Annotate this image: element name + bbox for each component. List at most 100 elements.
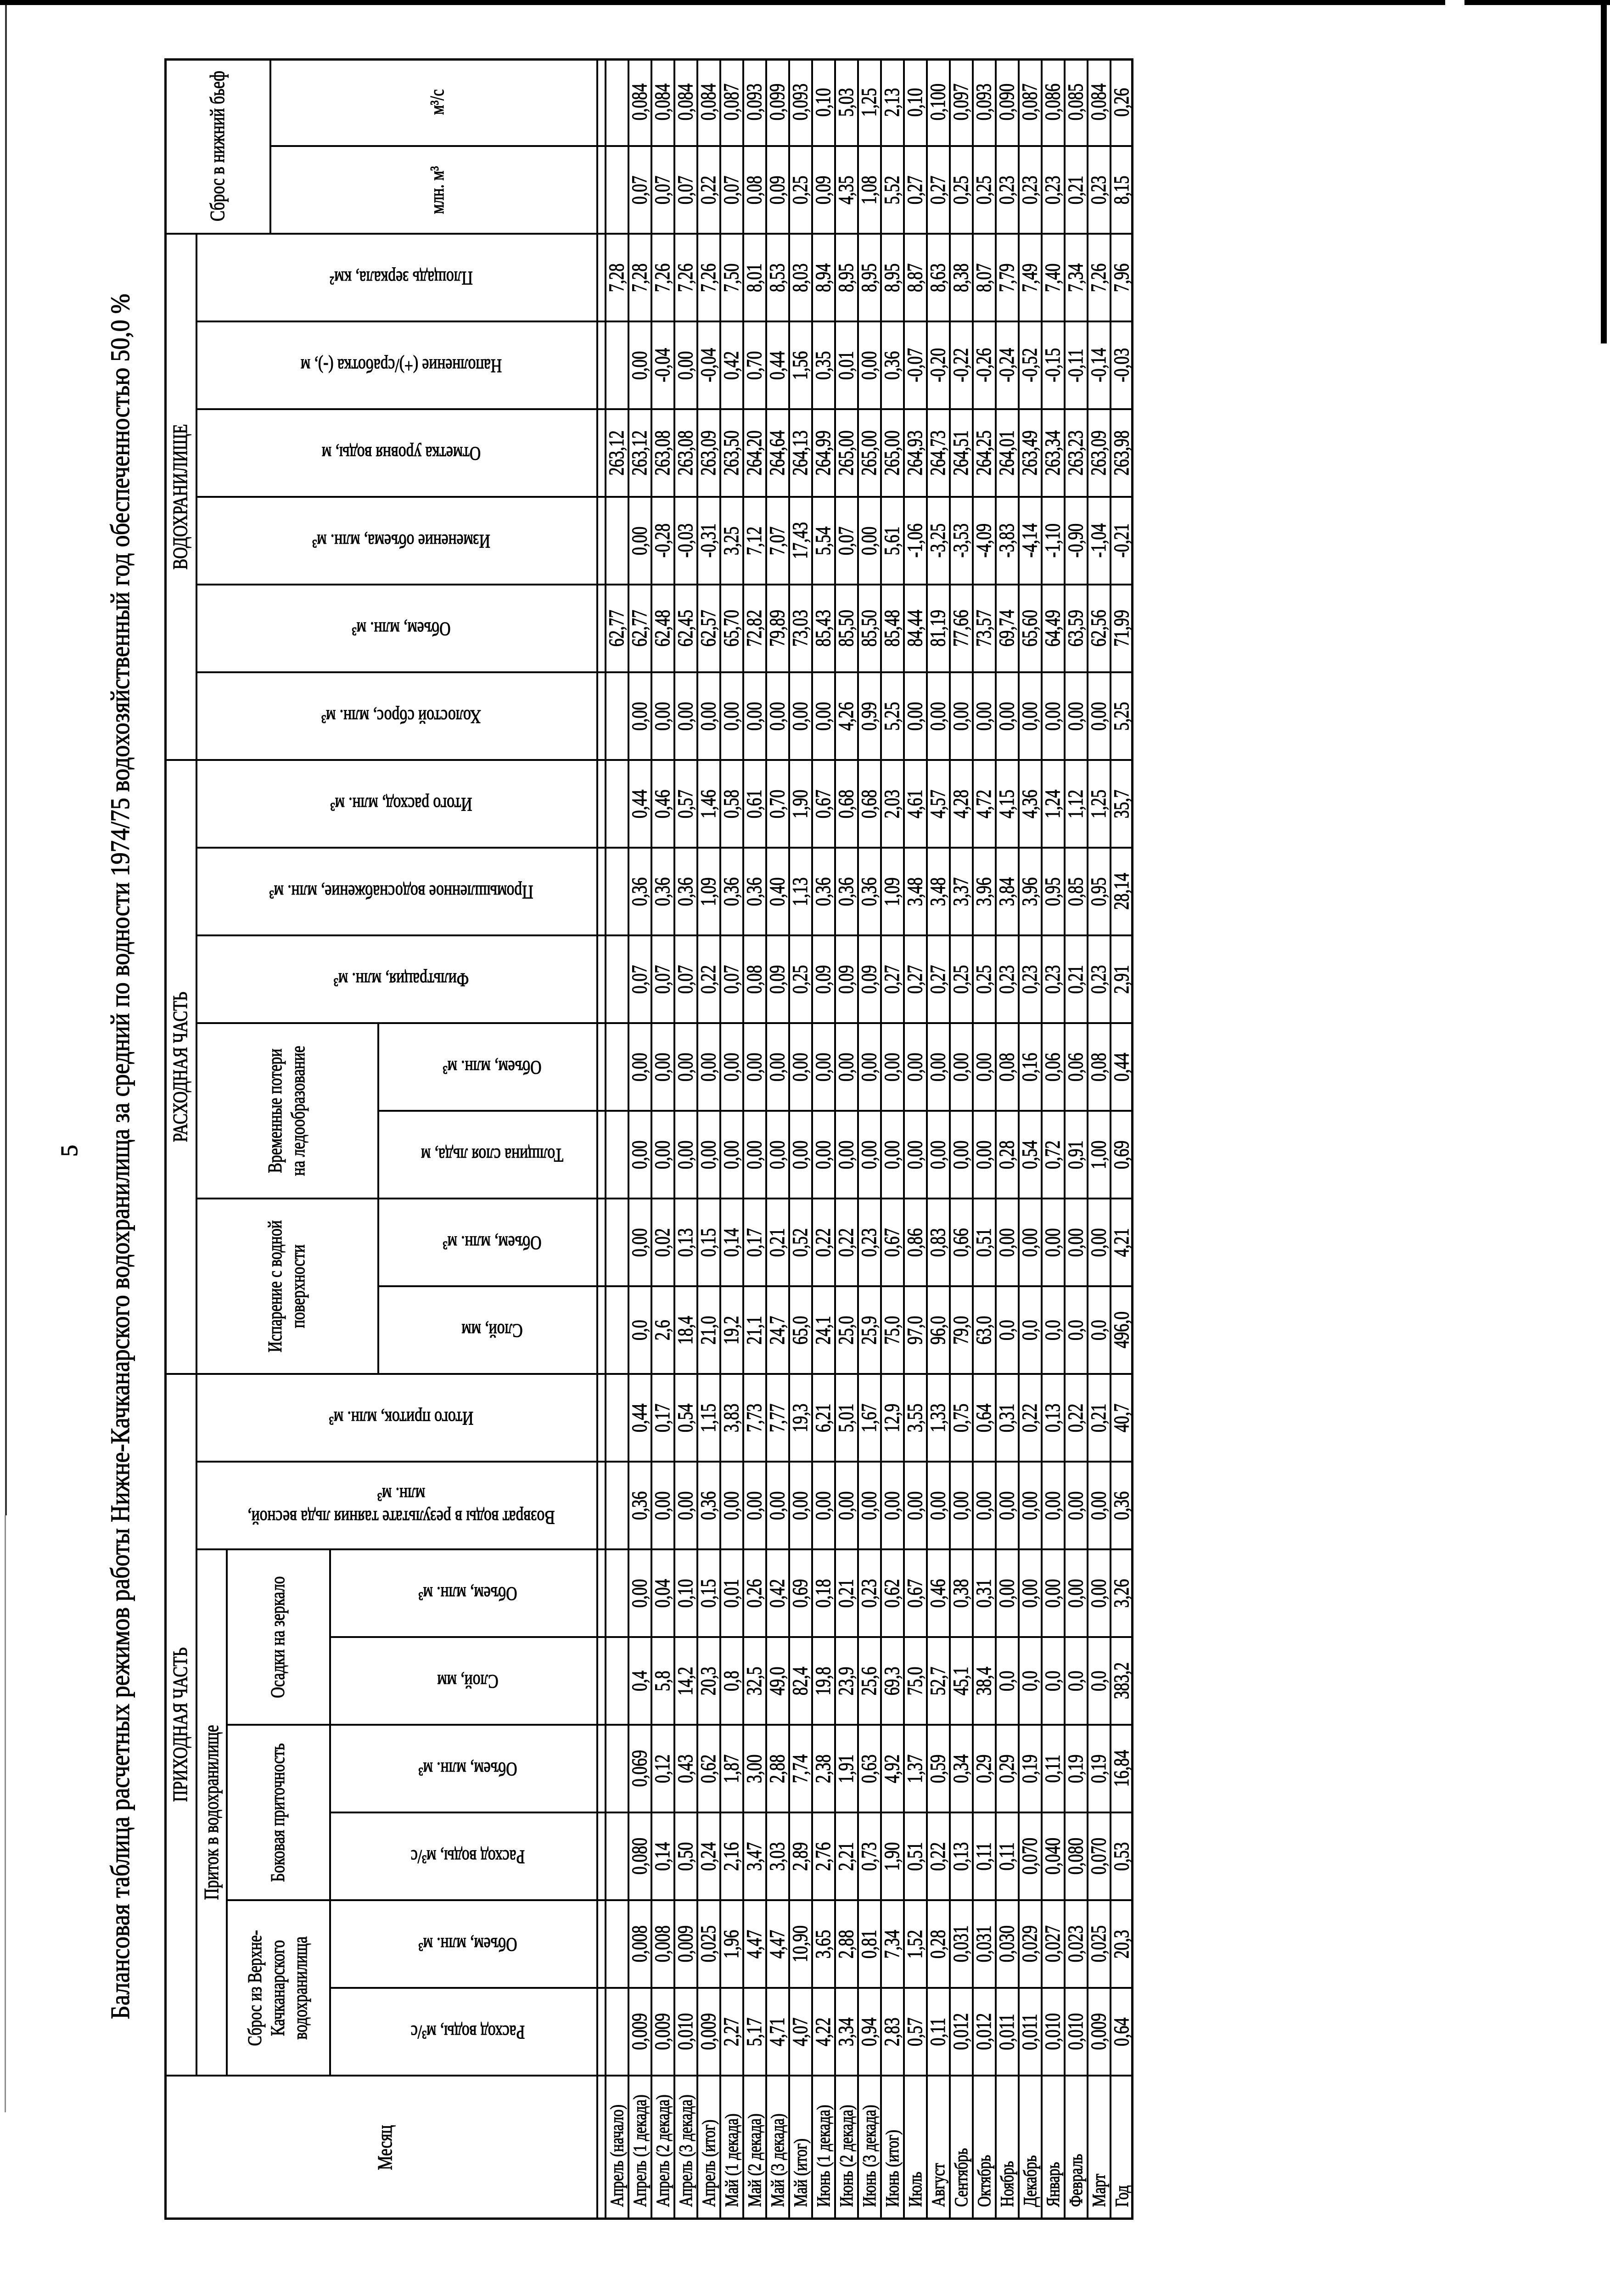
data-cell-text: 0,51 [972,1228,996,1257]
data-cell-text: 0,36 [651,877,675,906]
data-cell-text: 0,00 [765,1052,790,1081]
data-cell: 0,00 [995,1549,1019,1637]
data-cell: 1,52 [903,1900,927,1988]
data-cell: 0,09 [857,935,881,1023]
data-cell-text: 0,08 [742,965,767,994]
data-cell-text: 3,26 [1110,1579,1134,1608]
data-cell-text: 45,1 [949,1666,973,1695]
data-cell: 19,2 [719,1286,744,1374]
data-cell-text: 0,00 [673,351,698,380]
data-cell: 0,44 [765,321,790,409]
data-cell-text: 1,56 [788,351,813,380]
data-cell-text: 0,16 [1018,1052,1042,1081]
month-cell: Июнь (2 декада) [835,2076,858,2220]
data-cell: 0,00 [834,1462,858,1549]
data-cell: 0,00 [811,1462,836,1549]
header-volume-change: Изменение объема, млн. м³ [196,497,606,585]
data-cell-text: 0,91 [1064,1140,1088,1169]
data-cell-text: 0,00 [1064,1491,1088,1520]
data-cell-text: 0,15 [696,1228,721,1257]
data-cell: 0,0 [628,1286,652,1374]
data-cell: 0,0 [1064,1286,1088,1374]
data-cell: 0,22 [1018,1374,1042,1462]
month-cell-text: Июнь (1 декада) [813,2105,834,2207]
data-cell-text: 12,9 [880,1403,904,1432]
month-cell-text: Октябрь [974,2155,995,2207]
data-cell-text: 40,7 [1110,1403,1134,1432]
data-cell: 5,01 [834,1374,858,1462]
data-cell-text: 0,11 [972,1842,996,1871]
data-cell-text: 0,00 [719,1052,744,1081]
data-cell: 0,087 [1018,58,1042,146]
data-cell-text: 0,72 [1041,1140,1065,1169]
data-cell [606,848,628,935]
data-cell-text: 0,27 [926,965,950,994]
data-cell: 0,17 [742,1199,767,1286]
data-cell: 0,44 [628,1374,652,1462]
data-cell: 0,08 [742,935,767,1023]
data-cell-text: 0,0 [1041,1320,1065,1341]
data-cell: 0,00 [719,1462,744,1549]
data-cell-text: 75,0 [903,1666,927,1695]
data-cell-text: 0,00 [1064,1579,1088,1608]
data-cell: 3,84 [995,848,1019,935]
data-cell: 0,00 [857,321,881,409]
data-cell-text: 65,70 [719,610,744,647]
data-cell-text: 0,0 [1064,1320,1088,1341]
data-cell-text: 0,00 [628,1052,652,1081]
data-cell: 0,04 [651,1549,675,1637]
data-cell: 0,080 [628,1812,652,1900]
header-reservoir-text: ВОДОХРАНИЛИЩЕ [169,424,192,570]
data-cell-text: 0,13 [673,1228,698,1257]
data-cell-text: 0,012 [972,2013,996,2050]
data-cell: 0,14 [651,1812,675,1900]
data-cell-text: 0,25 [972,965,996,994]
data-cell: 263,12 [628,409,652,497]
data-cell: 0,25 [972,146,996,234]
data-cell-text: 4,35 [834,175,858,204]
data-cell-text: 0,23 [857,1579,881,1608]
data-cell: 0,07 [628,146,652,234]
data-cell: 0,023 [1064,1900,1088,1988]
data-cell: 0,02 [651,1199,675,1286]
data-cell: 265,00 [834,409,858,497]
data-cell-text: 0,00 [1087,1491,1111,1520]
data-cell: 52,7 [926,1637,950,1725]
data-cell-text: 263,34 [1041,430,1065,476]
data-cell: 0,36 [673,848,698,935]
data-cell-text: 0,81 [857,1930,881,1958]
data-cell-text: 0,58 [719,789,744,818]
data-cell-text: -0,90 [1064,523,1088,558]
data-cell: 0,00 [1064,1549,1088,1637]
month-cell: Май (итог) [789,2076,812,2220]
data-cell-text: 82,4 [788,1666,813,1695]
data-cell-text: 0,95 [1087,877,1111,906]
data-cell-text: 0,62 [880,1579,904,1608]
data-cell-text: 0,29 [995,1754,1019,1783]
data-cell [606,1462,628,1549]
data-cell: 0,22 [696,146,721,234]
data-cell-text: 0,23 [1018,965,1042,994]
month-cell-text: Август [928,2163,949,2207]
data-cell-text: 0,26 [1110,88,1134,117]
data-cell: -3,53 [949,497,973,585]
data-cell-text: 8,38 [949,263,973,292]
header-ice-losses-text: Временные потери на ледообразование [265,1046,309,1176]
data-cell-text: 0,44 [1110,1052,1134,1081]
data-cell: 0,010 [1064,1988,1088,2076]
data-cell: 0,00 [651,1023,675,1111]
month-cell: Апрель (итог) [697,2076,720,2220]
data-cell: 0,07 [651,146,675,234]
data-cell-text: 0,21 [1064,965,1088,994]
data-cell-text: 8,53 [765,263,790,292]
data-cell-text: 0,54 [1018,1140,1042,1169]
data-cell: 4,47 [765,1900,790,1988]
data-cell: 0,00 [788,672,813,760]
data-cell: 0,00 [972,1023,996,1111]
data-cell: 19,8 [811,1637,836,1725]
data-cell-text: 0,00 [628,702,652,731]
data-cell-text: 0,00 [880,1140,904,1169]
data-cell: 0,090 [995,58,1019,146]
data-cell: 49,0 [765,1637,790,1725]
month-cell: Декабрь [1019,2076,1042,2220]
